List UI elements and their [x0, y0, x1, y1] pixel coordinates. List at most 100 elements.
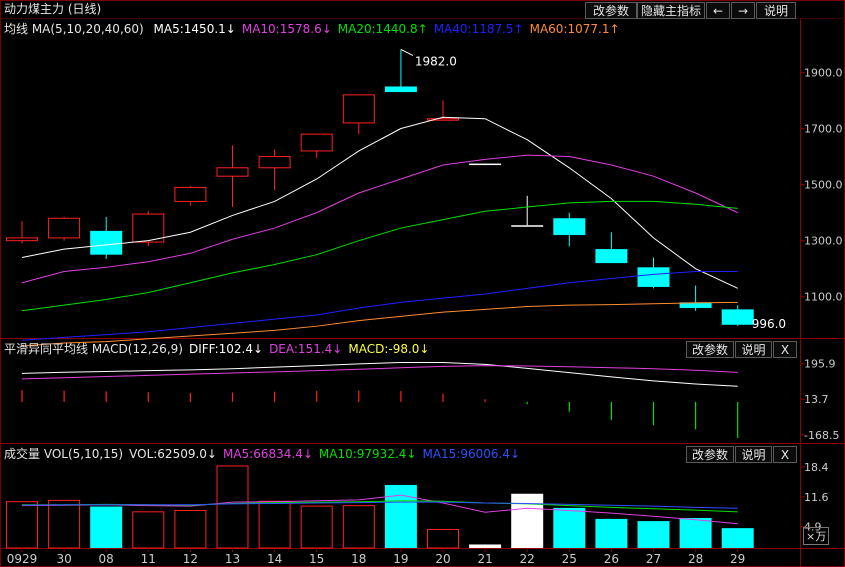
low-price-label: 996.0: [752, 317, 786, 331]
candle-body-15: [637, 267, 670, 287]
x-label-5: 13: [225, 552, 240, 566]
candle-body-2: [90, 230, 123, 255]
high-price-label: 1982.0: [415, 54, 457, 68]
vol-ma15: MA15:96006.4↓: [422, 447, 521, 461]
vol-value: VOL:62509.0↓: [129, 447, 217, 461]
macd-value: MACD:-98.0↓: [348, 342, 430, 356]
volume-bar-8: [342, 505, 375, 549]
price-tick-label-4: 1100.0: [804, 291, 843, 304]
main-title-row: 动力煤主力 (日线): [4, 0, 107, 18]
ma-legend-2: MA10:1578.6↓: [241, 22, 332, 36]
vol-ma5: MA5:66834.4↓: [222, 447, 313, 461]
x-label-1: 30: [56, 552, 71, 566]
ma-line-ma5: [21, 116, 738, 289]
price-tick-label-0: 1900.0: [804, 66, 843, 79]
candle-body-10: [427, 118, 459, 121]
x-label-8: 18: [351, 552, 366, 566]
macd-tick-label-2: -168.5: [804, 429, 839, 442]
vol-button-2[interactable]: X: [773, 446, 797, 463]
x-label-11: 21: [477, 552, 492, 566]
x-label-17: 29: [730, 552, 745, 566]
macd-tick-label-1: 13.7: [804, 393, 829, 406]
candle-body-7: [300, 133, 333, 152]
contract-title: 动力煤主力 (日线): [4, 2, 102, 16]
candle-body-3: [132, 213, 165, 243]
volume-legend: 成交量 VOL(5,10,15) VOL:62509.0↓ MA5:66834.4↓…: [4, 445, 526, 463]
vol-button-0[interactable]: 改参数: [686, 446, 734, 463]
candle-body-17: [721, 309, 754, 325]
volume-bar-17: [721, 528, 754, 548]
candle-body-11: [469, 163, 502, 166]
x-label-0: 0929: [7, 552, 38, 566]
x-label-13: 25: [562, 552, 577, 566]
main-button-2[interactable]: ←: [706, 2, 730, 19]
x-label-14: 26: [604, 552, 619, 566]
macd-diff: DIFF:102.4↓: [188, 342, 264, 356]
volume-tick-label-0: 18.4: [804, 461, 829, 474]
volume-tick-label-2: 4.9: [804, 520, 822, 533]
macd-diff-line: [21, 361, 738, 387]
volume-bar-0: [6, 501, 38, 549]
volume-tick-label-1: 11.6: [804, 491, 829, 504]
ma-header: 均线 MA(5,10,20,40,60): [4, 22, 144, 36]
price-tick-label-2: 1500.0: [804, 179, 843, 192]
x-label-15: 27: [646, 552, 661, 566]
ma-line-ma60: [21, 301, 738, 347]
candle-body-12: [511, 225, 544, 227]
vol-ma10: MA10:97932.4↓: [318, 447, 417, 461]
ma-line-ma10: [21, 154, 738, 284]
x-label-10: 20: [435, 552, 450, 566]
macd-tick-label-0: 195.9: [804, 358, 836, 371]
ma-legend-4: MA40:1187.5↑: [433, 22, 524, 36]
price-tick-label-1: 1700.0: [804, 123, 843, 136]
macd-button-0[interactable]: 改参数: [686, 341, 734, 358]
vol-button-1[interactable]: 说明: [735, 446, 772, 463]
volume-bar-15: [637, 521, 670, 548]
vol-ma15-line: [21, 501, 738, 509]
volume-bar-1: [48, 499, 81, 549]
candle-body-14: [595, 249, 628, 264]
x-label-3: 11: [141, 552, 156, 566]
volume-bar-11: [469, 544, 502, 548]
ma-legend-5: MA60:1077.1↑: [529, 22, 620, 36]
volume-bar-4: [174, 510, 207, 549]
ma-legend: 均线 MA(5,10,20,40,60) MA5:1450.1↓ MA10:157…: [4, 20, 626, 38]
candle-body-4: [174, 186, 207, 202]
ma-line-ma20: [21, 200, 738, 312]
candle-body-16: [679, 302, 712, 308]
volume-bar-2: [90, 506, 123, 548]
x-label-7: 15: [309, 552, 324, 566]
main-button-3[interactable]: →: [731, 2, 755, 19]
macd-button-2[interactable]: X: [773, 341, 797, 358]
macd-dea-line: [21, 365, 738, 380]
main-button-4[interactable]: 说明: [756, 2, 796, 19]
volume-bar-10: [427, 528, 459, 549]
volume-bar-9: [384, 484, 417, 548]
volume-bar-5: [216, 465, 249, 549]
x-label-16: 28: [688, 552, 703, 566]
volume-bar-12: [511, 493, 544, 548]
x-label-2: 08: [99, 552, 114, 566]
macd-header: 平滑异同平均线 MACD(12,26,9): [4, 342, 183, 356]
ma-line-ma40: [21, 271, 738, 341]
price-tick-label-3: 1300.0: [804, 235, 843, 248]
candle-body-6: [258, 156, 291, 169]
volume-bar-13: [553, 507, 586, 548]
macd-button-1[interactable]: 说明: [735, 341, 772, 358]
macd-dea: DEA:151.4↓: [269, 342, 343, 356]
volume-unit-label[interactable]: ×万: [803, 527, 830, 545]
vol-ma5-line: [21, 494, 738, 525]
macd-legend: 平滑异同平均线 MACD(12,26,9) DIFF:102.4↓ DEA:151.…: [4, 340, 435, 358]
x-label-4: 12: [183, 552, 198, 566]
x-label-12: 22: [520, 552, 535, 566]
high-marker-line: [400, 49, 414, 56]
volume-bar-16: [679, 518, 712, 548]
main-button-0[interactable]: 改参数: [585, 2, 637, 19]
ma-legend-1: MA5:1450.1↓: [153, 22, 236, 36]
candle-body-0: [6, 237, 38, 242]
main-button-1[interactable]: 隐藏主指标: [637, 2, 705, 19]
x-label-9: 19: [393, 552, 408, 566]
vol-header: 成交量 VOL(5,10,15): [4, 447, 124, 461]
